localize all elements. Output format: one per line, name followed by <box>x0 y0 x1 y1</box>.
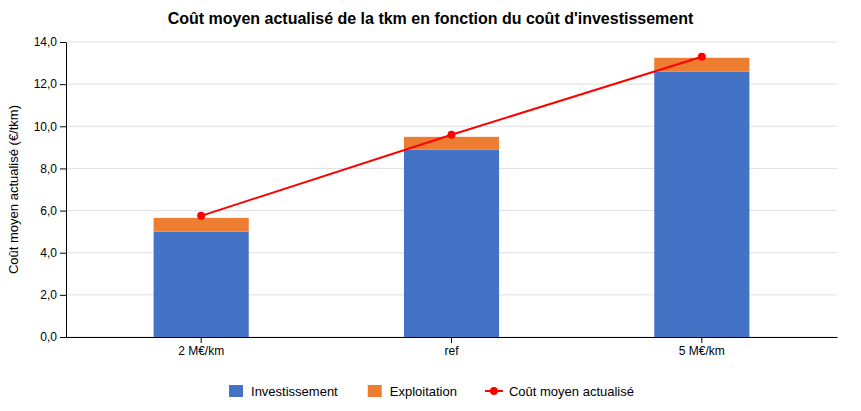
tick-label: 6,0 <box>40 204 57 218</box>
tick: 14,0 <box>34 35 66 49</box>
bar-series <box>154 72 750 338</box>
tick-mark <box>201 337 202 343</box>
chart-container: 0,0 2,0 4,0 6,0 8,0 10,0 12,0 14,0 2 M€/km ref 5 M… <box>0 0 861 411</box>
bar <box>154 232 249 337</box>
tick-label: 0,0 <box>40 330 57 344</box>
tick-label: ref <box>444 344 459 358</box>
bar-series <box>154 58 750 232</box>
legend-label: Investissement <box>251 384 338 399</box>
tick-label: 8,0 <box>40 162 57 176</box>
marker <box>197 212 205 220</box>
x-axis: 2 M€/km ref 5 M€/km <box>67 337 838 358</box>
line-series <box>197 53 706 220</box>
tick: 6,0 <box>40 204 66 218</box>
plot-area: 0,0 2,0 4,0 6,0 8,0 10,0 12,0 14,0 2 M€/km ref 5 M… <box>34 35 838 357</box>
bar <box>404 137 499 150</box>
legend-label: Coût moyen actualisé <box>509 384 634 399</box>
grid <box>66 42 837 337</box>
tick-label: 10,0 <box>34 120 58 134</box>
tick-mark <box>701 337 702 343</box>
legend-label: Exploitation <box>390 384 457 399</box>
tick-mark <box>451 337 452 343</box>
axis-line <box>66 43 67 338</box>
tick-label: 2,0 <box>40 288 57 302</box>
tick-label: 5 M€/km <box>679 344 725 358</box>
legend-swatch <box>490 387 498 395</box>
chart-svg: 0,0 2,0 4,0 6,0 8,0 10,0 12,0 14,0 2 M€/km ref 5 M… <box>0 0 861 411</box>
tick-mark <box>60 42 66 43</box>
legend-swatch <box>229 385 243 397</box>
tick: 2 M€/km <box>178 337 224 358</box>
marks <box>154 53 750 337</box>
legend-item: Exploitation <box>368 384 457 399</box>
legend-item: Coût moyen actualisé <box>485 384 634 399</box>
tick: 0,0 <box>40 330 66 344</box>
legend-swatch <box>368 385 382 397</box>
line <box>201 57 702 216</box>
tick: 5 M€/km <box>679 337 725 358</box>
tick-label: 4,0 <box>40 246 57 260</box>
y-axis-title: Coût moyen actualisé (€/tkm) <box>6 105 21 274</box>
tick-mark <box>60 211 66 212</box>
marker <box>448 131 456 139</box>
tick: 2,0 <box>40 288 66 302</box>
tick-label: 2 M€/km <box>178 344 224 358</box>
tick-label: 12,0 <box>34 77 58 91</box>
grid-line <box>66 42 837 43</box>
tick-mark <box>60 84 66 85</box>
tick-mark <box>60 295 66 296</box>
tick-mark <box>60 126 66 127</box>
tick: 8,0 <box>40 162 66 176</box>
tick-mark <box>60 253 66 254</box>
bar <box>404 149 499 337</box>
y-axis: 0,0 2,0 4,0 6,0 8,0 10,0 12,0 14,0 <box>34 35 67 344</box>
legend: Investissement Exploitation Coût moyen act… <box>229 384 634 399</box>
marker <box>698 53 706 61</box>
bar <box>154 218 249 232</box>
tick-label: 14,0 <box>34 35 58 49</box>
bar <box>654 72 749 338</box>
tick: 12,0 <box>34 77 66 91</box>
legend-item: Investissement <box>229 384 338 399</box>
tick: ref <box>444 337 459 358</box>
tick-mark <box>60 337 66 338</box>
title: Coût moyen actualisé de la tkm en foncti… <box>168 10 694 27</box>
tick: 4,0 <box>40 246 66 260</box>
tick: 10,0 <box>34 120 66 134</box>
tick-mark <box>60 168 66 169</box>
